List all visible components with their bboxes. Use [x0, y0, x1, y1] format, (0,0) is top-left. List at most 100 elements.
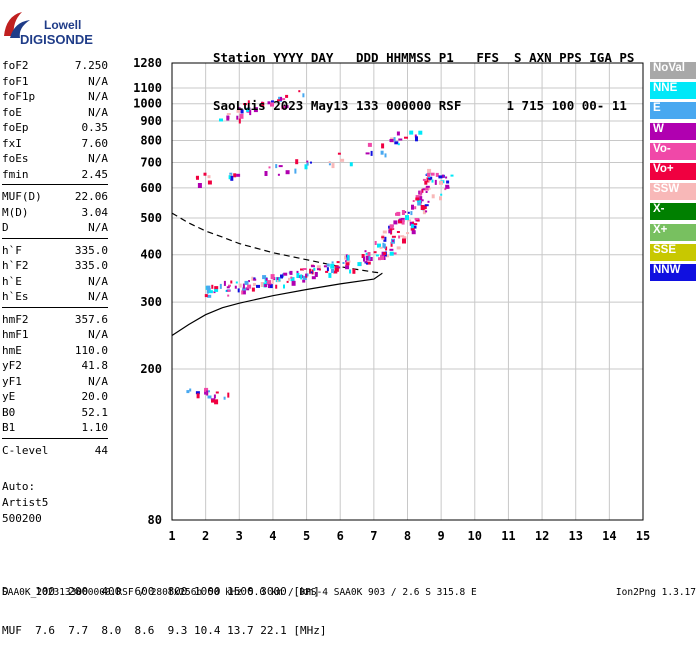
echo-point	[422, 188, 427, 191]
param-value: 44	[94, 443, 108, 457]
param-separator	[2, 306, 108, 312]
echo-point	[317, 268, 320, 271]
echo-point	[396, 131, 400, 136]
param-row: h`F2 335.0	[2, 258, 108, 274]
echo-point	[422, 178, 426, 181]
echo-point	[382, 242, 385, 248]
echo-point	[268, 284, 273, 289]
echo-point	[439, 180, 443, 185]
y-tick-label: 700	[140, 155, 162, 169]
echo-point	[294, 168, 297, 174]
echo-point	[204, 389, 207, 395]
param-row: fxI 7.60	[2, 136, 108, 152]
y-tick-label: 1280	[133, 56, 162, 70]
echo-point	[271, 100, 274, 103]
x-tick-label: 7	[370, 529, 377, 543]
echo-point	[425, 191, 428, 193]
echo-point	[285, 94, 289, 98]
echo-point	[419, 190, 422, 196]
echo-point	[331, 261, 334, 264]
echo-point	[283, 272, 288, 276]
echo-point	[251, 287, 255, 292]
y-tick-label: 300	[140, 295, 162, 309]
echo-point	[242, 287, 247, 291]
param-label: D	[2, 221, 9, 234]
echo-point	[296, 270, 299, 274]
echo-point	[381, 236, 385, 239]
echo-point	[421, 188, 424, 193]
echo-point	[298, 90, 301, 93]
param-label: h`F2	[2, 259, 29, 272]
echo-point	[396, 246, 401, 250]
echo-point	[311, 276, 316, 280]
legend-item: NNW	[650, 263, 696, 281]
echo-point	[207, 390, 210, 393]
echo-point	[246, 107, 251, 112]
echo-point	[414, 218, 419, 220]
echo-point	[214, 399, 219, 405]
echo-point	[380, 150, 384, 155]
echo-point	[414, 134, 417, 138]
echo-point	[313, 267, 316, 271]
param-label: MUF(D)	[2, 190, 42, 203]
echo-point	[203, 172, 207, 176]
echo-point	[310, 271, 313, 274]
echo-point	[384, 153, 387, 158]
param-value: N/A	[88, 328, 108, 341]
echo-point	[424, 204, 429, 207]
echo-point	[295, 159, 299, 165]
param-row: hmE 110.0	[2, 343, 108, 359]
param-label: hmE	[2, 343, 22, 357]
echo-point	[422, 206, 427, 209]
echo-point	[260, 282, 264, 287]
param-label: hmF1	[2, 328, 29, 341]
echo-point	[361, 254, 365, 258]
echo-point	[396, 231, 400, 233]
legend-item: NNE	[650, 82, 696, 100]
echo-point	[236, 115, 239, 120]
param-row: h`Es N/A	[2, 289, 108, 305]
echo-points-layer	[186, 90, 454, 405]
echo-point	[286, 280, 289, 283]
echo-point	[275, 284, 278, 289]
echo-point	[237, 288, 240, 293]
echo-point	[381, 143, 385, 149]
echo-point	[302, 268, 307, 270]
echo-point	[325, 270, 329, 273]
echo-point	[428, 187, 431, 190]
echo-point	[305, 273, 308, 277]
echo-point	[395, 212, 399, 216]
echo-point	[431, 179, 434, 183]
echo-point	[368, 255, 371, 261]
echo-point	[373, 251, 377, 254]
param-value: 52.1	[81, 405, 109, 419]
echo-point	[410, 211, 413, 216]
echo-point	[252, 283, 256, 286]
echo-point	[398, 219, 402, 224]
echo-point	[346, 260, 351, 263]
echo-point	[425, 210, 428, 213]
echo-point	[410, 224, 414, 229]
echo-point	[291, 280, 296, 286]
echo-point	[411, 204, 414, 210]
echo-point	[411, 230, 416, 235]
echo-point	[276, 277, 280, 281]
autoscaling-info: Auto: Artist5 500200	[2, 479, 48, 527]
echo-point	[271, 279, 274, 284]
echo-point	[340, 158, 345, 162]
y-tick-label: 800	[140, 133, 162, 147]
echo-point	[316, 265, 321, 270]
echo-point	[378, 257, 381, 261]
plot-frame	[171, 62, 644, 521]
param-label: yF2	[2, 359, 22, 372]
echo-point	[389, 224, 394, 230]
param-row: hmF2 357.6	[2, 312, 108, 328]
param-value: N/A	[88, 152, 108, 165]
echo-point	[253, 278, 257, 281]
y-tick-label: 600	[140, 181, 162, 195]
y-tick-label: 80	[148, 513, 162, 527]
echo-point	[228, 175, 231, 180]
echo-point	[281, 105, 286, 110]
y-tick-label: 200	[140, 362, 162, 376]
echo-point	[267, 101, 271, 105]
